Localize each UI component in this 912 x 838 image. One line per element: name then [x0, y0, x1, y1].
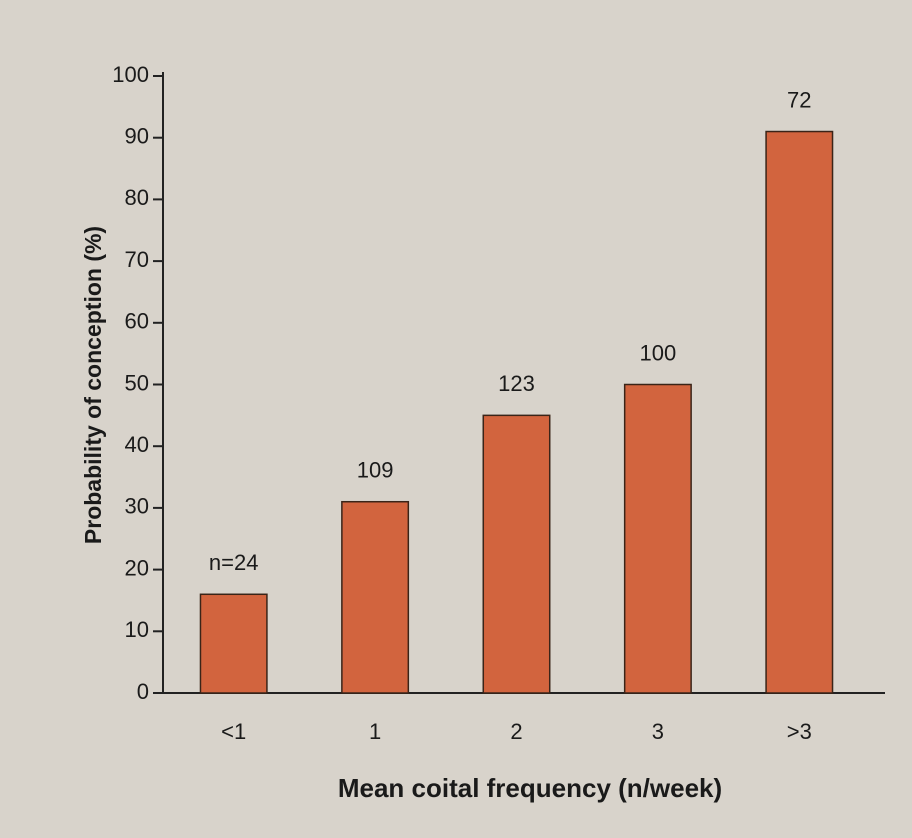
bar: [199, 593, 268, 694]
bar-annotation: 100: [640, 340, 677, 365]
x-tick-label: 3: [652, 719, 664, 744]
y-tick-label: 10: [125, 617, 149, 642]
y-tick-label: 30: [125, 494, 149, 519]
x-tick-label: 2: [510, 719, 522, 744]
y-tick-label: 100: [112, 62, 149, 87]
bar-annotation: 123: [498, 371, 535, 396]
y-tick-label: 0: [137, 679, 149, 704]
y-tick-label: 70: [125, 247, 149, 272]
y-tick-label: 60: [125, 309, 149, 334]
bar-annotation: n=24: [209, 550, 259, 575]
y-tick-label: 20: [125, 555, 149, 580]
x-tick-label: 1: [369, 719, 381, 744]
y-tick-label: 80: [125, 185, 149, 210]
bar: [623, 383, 692, 694]
y-tick-label: 90: [125, 124, 149, 149]
y-axis-label: Probability of conception (%): [80, 226, 106, 544]
y-tick-label: 40: [125, 432, 149, 457]
bar: [482, 414, 551, 694]
x-tick-label: >3: [787, 719, 812, 744]
bar-annotation: 109: [357, 458, 394, 483]
x-tick-label: <1: [221, 719, 246, 744]
y-tick-label: 50: [125, 370, 149, 395]
bar-annotation: 72: [787, 87, 811, 112]
bar: [765, 130, 834, 694]
bar: [341, 500, 410, 694]
x-axis-label: Mean coital frequency (n/week): [338, 773, 722, 803]
